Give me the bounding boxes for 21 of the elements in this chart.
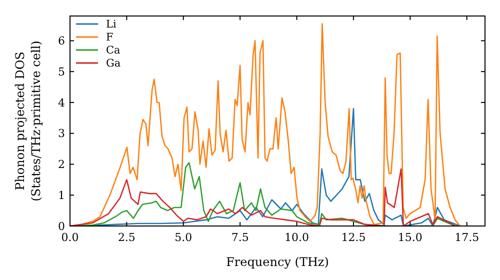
legend-label: F bbox=[106, 32, 114, 44]
y-tick-label: 5 bbox=[58, 65, 65, 78]
x-tick-label: 0.0 bbox=[61, 231, 79, 244]
y-tick-label: 2 bbox=[58, 158, 65, 172]
x-tick-label: 15.0 bbox=[398, 231, 422, 244]
y-tick-label: 1 bbox=[58, 188, 65, 202]
y-tick-label: 3 bbox=[58, 127, 65, 140]
x-tick-label: 2.5 bbox=[118, 231, 136, 244]
x-axis-title: Frequency (THz) bbox=[226, 255, 329, 269]
y-tick-label: 6 bbox=[58, 34, 65, 48]
x-tick-label: 17.5 bbox=[454, 231, 480, 244]
x-tick-label: 10.0 bbox=[284, 231, 310, 244]
x-tick-label: 12.5 bbox=[341, 231, 366, 244]
legend-label: Ca bbox=[106, 44, 120, 57]
y-tick-label: 0 bbox=[58, 220, 65, 233]
legend-label: Li bbox=[106, 18, 117, 31]
legend-label: Ga bbox=[106, 58, 121, 70]
y-tick-label: 4 bbox=[58, 96, 65, 110]
y-axis-title: Phonon projected DOS (States/THz·primitive cell) bbox=[13, 40, 43, 202]
x-tick-label: 5.0 bbox=[174, 231, 192, 244]
x-tick-label: 7.5 bbox=[231, 231, 249, 244]
